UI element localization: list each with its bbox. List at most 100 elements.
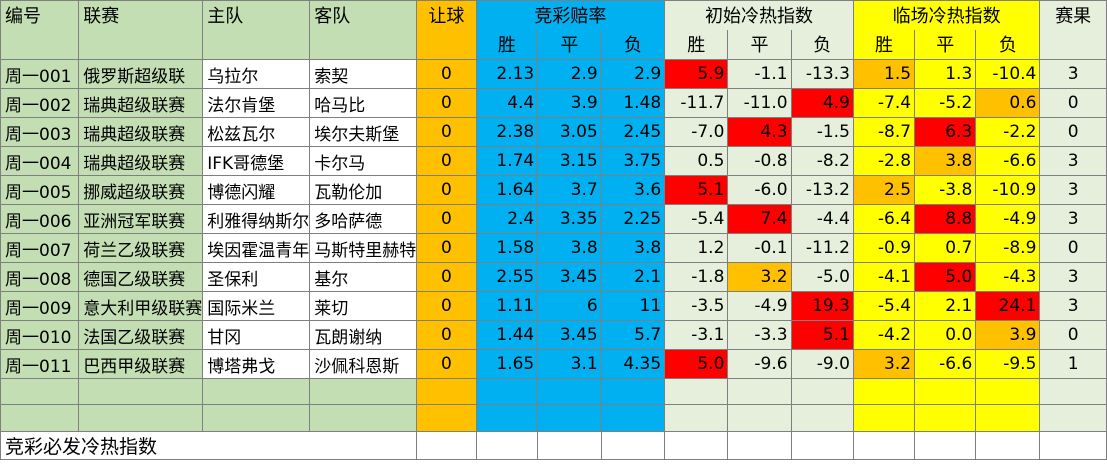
init-index-win: 1.2: [664, 233, 729, 263]
odds-draw: 6: [537, 291, 602, 321]
empty-cell: [852, 404, 916, 432]
footer-empty-cell: [1039, 431, 1107, 460]
final-index-draw: 0.7: [914, 233, 977, 263]
odds-draw: 3.8: [537, 233, 602, 263]
odds-lose: 2.1: [600, 262, 666, 292]
init-index-win: 5.0: [664, 349, 729, 379]
league-name: 亚洲冠军联赛: [78, 204, 204, 234]
final-index-draw: -3.8: [914, 175, 977, 205]
empty-cell: [537, 378, 602, 405]
empty-cell: [475, 378, 539, 405]
init-index-draw: -4.9: [727, 291, 792, 321]
league-name: 挪威超级联赛: [78, 175, 204, 205]
init-index-lose: -8.2: [790, 146, 854, 176]
league-name: 巴西甲级联赛: [78, 349, 204, 379]
empty-cell: [600, 378, 666, 405]
footer-empty-cell: [790, 431, 854, 460]
match-result: 3: [1039, 146, 1107, 176]
final-index-draw: -5.2: [914, 88, 977, 118]
match-id: 周一004: [0, 146, 80, 176]
odds-win: 2.55: [475, 262, 539, 292]
match-id: 周一001: [0, 59, 80, 89]
init-index-draw: -6.0: [727, 175, 792, 205]
match-result: 3: [1039, 59, 1107, 89]
away-team: 基尔: [309, 262, 418, 292]
init-index-lose: 19.3: [790, 291, 854, 321]
odds-lose: 3.8: [600, 233, 666, 263]
home-team: 埃因霍温青年: [202, 233, 311, 263]
final-index-draw: 8.8: [914, 204, 977, 234]
odds-lose: 11: [600, 291, 666, 321]
final-draw-header: 平: [914, 29, 977, 60]
home-team: 博塔弗戈: [202, 349, 311, 379]
odds-win: 4.4: [475, 88, 539, 118]
empty-cell: [914, 378, 977, 405]
final-index-win: -5.4: [852, 291, 916, 321]
home-team: IFK哥德堡: [202, 146, 311, 176]
table-row: 周一011 巴西甲级联赛 博塔弗戈 沙佩科恩斯 0 1.65 3.1 4.35 5.0 -9.6-…: [0, 349, 1107, 379]
table-row: 周一007 荷兰乙级联赛 埃因霍温青年 马斯特里赫特 0 1.58 3.8 3.8 1.2 -0.…: [0, 233, 1107, 263]
init-index-win: -1.8: [664, 262, 729, 292]
empty-cell: [309, 378, 418, 405]
odds-win: 1.65: [475, 349, 539, 379]
empty-cell: [975, 404, 1041, 432]
away-team: 沙佩科恩斯: [309, 349, 418, 379]
empty-cell: [852, 378, 916, 405]
init-index-lose: -13.3: [790, 59, 854, 89]
match-result: 3: [1039, 291, 1107, 321]
header-home: 主队: [202, 0, 311, 30]
odds-win-header: 胜: [475, 29, 539, 60]
empty-cell: [475, 404, 539, 432]
handicap-value: 0: [416, 291, 477, 321]
handicap-value: 0: [416, 88, 477, 118]
header-away-sub: [309, 29, 418, 60]
init-index-win: -3.5: [664, 291, 729, 321]
footer-empty-cell: [727, 431, 792, 460]
away-team: 卡尔马: [309, 146, 418, 176]
handicap-value: 0: [416, 320, 477, 350]
away-team: 瓦勒伦加: [309, 175, 418, 205]
final-win-header: 胜: [852, 29, 916, 60]
odds-draw: 3.05: [537, 117, 602, 147]
match-id: 周一003: [0, 117, 80, 147]
match-result: 0: [1039, 117, 1107, 147]
empty-cell: [727, 404, 792, 432]
odds-draw: 3.15: [537, 146, 602, 176]
init-index-win: 0.5: [664, 146, 729, 176]
header-handicap-sub: [416, 29, 477, 60]
footer-empty-cell: [914, 431, 977, 460]
init-lose-header: 负: [790, 29, 854, 60]
footer-note: 竞彩必发冷热指数: [0, 431, 418, 460]
home-team: 松兹瓦尔: [202, 117, 311, 147]
final-lose-header: 负: [975, 29, 1041, 60]
final-index-draw: 3.8: [914, 146, 977, 176]
footer-row: 竞彩必发冷热指数: [0, 431, 1107, 460]
empty-row: [0, 378, 1107, 405]
odds-draw-header: 平: [537, 29, 602, 60]
final-index-lose: -8.9: [975, 233, 1041, 263]
footer-empty-cell: [416, 431, 477, 460]
league-name: 瑞典超级联赛: [78, 146, 204, 176]
final-index-draw: -6.6: [914, 349, 977, 379]
init-index-win: -5.4: [664, 204, 729, 234]
league-name: 瑞典超级联赛: [78, 117, 204, 147]
match-id: 周一007: [0, 233, 80, 263]
odds-win: 2.38: [475, 117, 539, 147]
empty-cell: [202, 378, 311, 405]
init-index-lose: -11.2: [790, 233, 854, 263]
table-row: 周一010 法国乙级联赛 甘冈 瓦朗谢纳 0 1.44 3.45 5.7 -3.1 -3.3 5.1…: [0, 320, 1107, 350]
header-result: 赛果: [1039, 0, 1107, 30]
init-index-draw: -3.3: [727, 320, 792, 350]
home-team: 甘冈: [202, 320, 311, 350]
league-name: 意大利甲级联赛: [78, 291, 204, 321]
footer-empty-cell: [537, 431, 602, 460]
odds-win: 1.74: [475, 146, 539, 176]
handicap-value: 0: [416, 175, 477, 205]
final-index-lose: -10.4: [975, 59, 1041, 89]
table-row: 周一008 德国乙级联赛 圣保利 基尔 0 2.55 3.45 2.1 -1.8 3.2 -5.0-…: [0, 262, 1107, 292]
handicap-value: 0: [416, 117, 477, 147]
final-index-win: -0.9: [852, 233, 916, 263]
empty-cell: [727, 378, 792, 405]
empty-cell: [537, 404, 602, 432]
odds-win: 1.11: [475, 291, 539, 321]
